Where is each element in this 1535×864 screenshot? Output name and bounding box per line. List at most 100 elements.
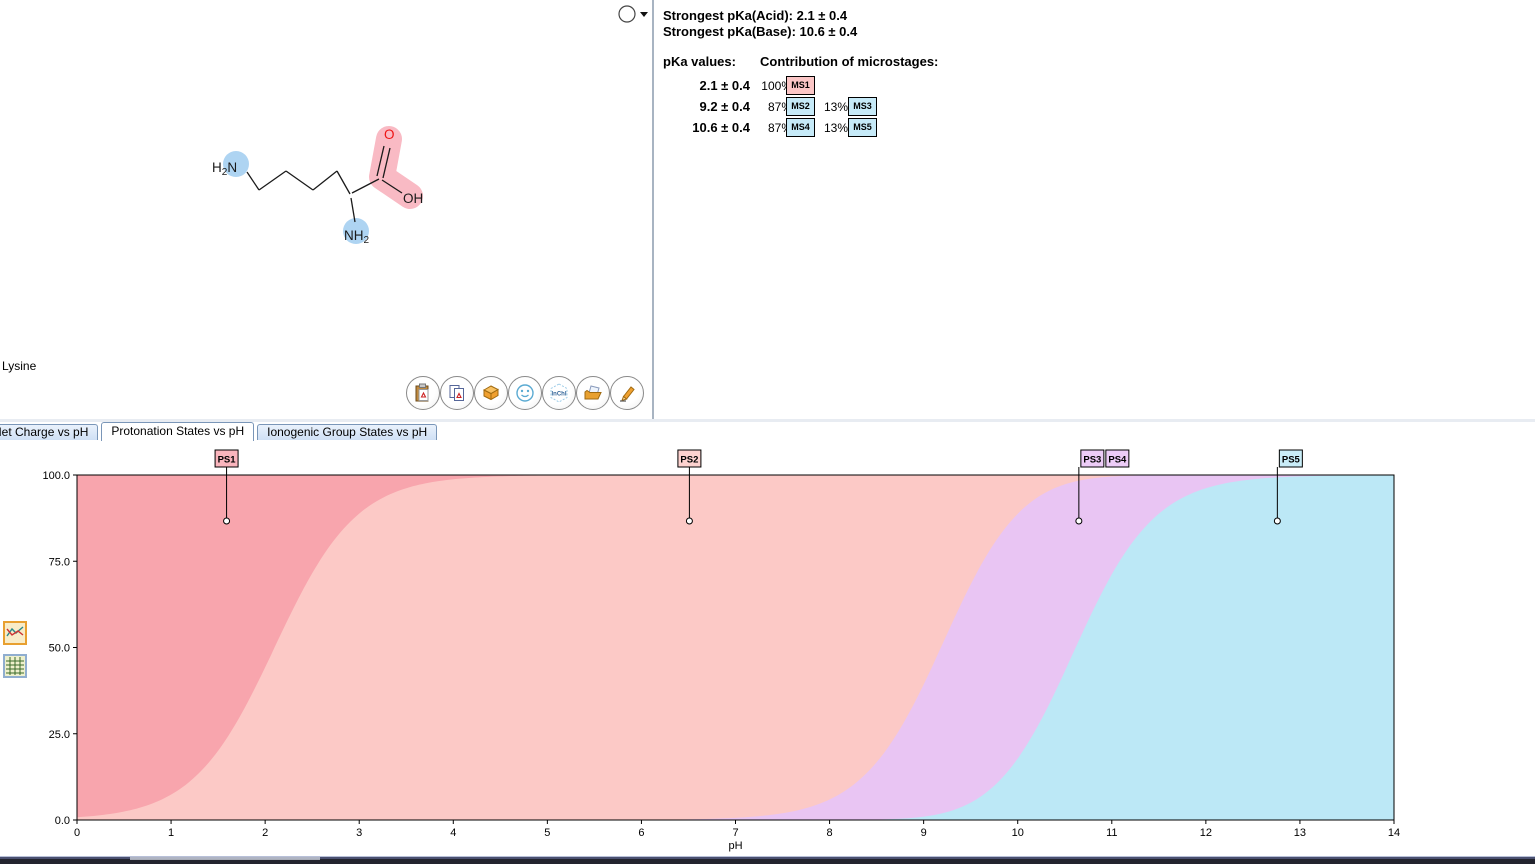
y-tick-label: 50.0 (49, 643, 70, 655)
area-ps5 (77, 475, 1394, 820)
marker-label: PS5 (1282, 455, 1301, 466)
marker-label-box[interactable] (1080, 449, 1105, 468)
table-view-button[interactable] (3, 654, 27, 678)
amine-highlight (223, 151, 249, 177)
x-tick-label: 3 (356, 827, 362, 839)
ms-percent: 13% (823, 100, 848, 114)
x-tick-label: 9 (921, 827, 927, 839)
marker-label: PS2 (680, 455, 698, 466)
marker-handle[interactable] (685, 517, 693, 525)
copy-structure-button[interactable] (440, 376, 474, 410)
x-tick-label: 2 (262, 827, 268, 839)
x-tick-label: 11 (1106, 827, 1117, 839)
y-tick-label: 25.0 (49, 729, 70, 741)
edit-structure-button[interactable] (610, 376, 644, 410)
atom-label-carbonyl-oxygen: O (384, 127, 395, 142)
y-tick-label: 100.0 (42, 470, 70, 482)
distribution-chart-panel: 0 1 2 3 4 5 6 7 8 9 10 11 12 13 14 pH 0.0 25.0 50.0 75.0 100… (0, 441, 1535, 857)
pka-row: 10.6 ± 0.4 87% MS4 13% MS5 (660, 118, 1220, 138)
panel-divider (652, 0, 654, 419)
atom-label-terminal-amine: H2N (212, 160, 237, 178)
y-tick-label: 0.0 (55, 815, 70, 827)
microstate-chip-ms2[interactable]: MS2 (786, 97, 815, 116)
y-tick-label: 75.0 (49, 556, 70, 568)
ms-percent: 13% (823, 121, 848, 135)
export-structure-button[interactable] (576, 376, 610, 410)
smiley-icon (516, 384, 534, 402)
marker-handle[interactable] (1075, 517, 1083, 525)
inchi-icon: InChI (550, 383, 568, 403)
marker-label-box[interactable] (1278, 449, 1303, 468)
window-bottom-segment (130, 857, 320, 860)
tab-protonation-states[interactable]: Protonation States vs pH (101, 422, 255, 441)
marker-label-box[interactable] (214, 449, 239, 468)
window-bottom-border (0, 856, 1535, 864)
tab-ionogenic-group-states[interactable]: Ionogenic Group States vs pH (257, 424, 438, 440)
molecule-panel: H2N O OH NH2 Lysine (0, 0, 652, 418)
ps-marker-ps2[interactable]: PS2 (677, 449, 702, 525)
molecule-canvas: H2N O OH NH2 (212, 126, 423, 246)
microstate-chip-ms3[interactable]: MS3 (848, 97, 877, 116)
ms-percent: 100% (761, 79, 792, 93)
strongest-base-label: Strongest pKa(Base): 10.6 ± 0.4 (663, 24, 858, 39)
marker-handle[interactable] (223, 517, 231, 525)
atom-label-alpha-amine: NH2 (344, 228, 370, 246)
pka-values-header: pKa values: (663, 54, 736, 69)
compound-name: Lysine (2, 359, 37, 373)
atom-label-hydroxyl: OH (403, 191, 423, 206)
contribution-header: Contribution of microstages: (760, 54, 939, 69)
inchi-button[interactable]: InChI (542, 376, 576, 410)
x-tick-label: 12 (1200, 827, 1212, 839)
x-tick-label: 0 (74, 827, 80, 839)
x-tick-label: 1 (168, 827, 174, 839)
bond-skeleton (246, 145, 403, 223)
pka-value: 10.6 ± 0.4 (692, 120, 750, 135)
ms-percent: 87% (767, 100, 792, 114)
marker-label: PS3 (1083, 455, 1101, 466)
molecule-menu-button[interactable] (616, 4, 650, 24)
book-icon (482, 385, 500, 401)
ps-marker-ps5[interactable]: PS5 (1273, 449, 1303, 525)
svg-text:InChI: InChI (552, 392, 567, 398)
amine-highlight (343, 218, 369, 244)
marker-label-box[interactable] (1105, 449, 1130, 468)
x-axis-label: pH (728, 840, 742, 852)
pka-value: 2.1 ± 0.4 (699, 78, 750, 93)
radio-circle-icon (618, 5, 636, 23)
tab-net-charge[interactable]: Net Charge vs pH (0, 424, 99, 440)
acid-highlight (369, 126, 423, 209)
paste-structure-button[interactable] (406, 376, 440, 410)
atom-labels: H2N O OH NH2 (212, 127, 423, 246)
x-tick-label: 5 (544, 827, 550, 839)
protonation-chart: 0 1 2 3 4 5 6 7 8 9 10 11 12 13 14pH0.025.050.075.0100… (42, 449, 1400, 852)
ps-marker-ps1[interactable]: PS1 (214, 449, 239, 525)
export-icon (584, 385, 602, 400)
x-tick-label: 4 (450, 827, 456, 839)
microstate-chip-ms5[interactable]: MS5 (848, 118, 877, 137)
chevron-down-icon (640, 12, 648, 17)
pka-row: 2.1 ± 0.4 100% MS1 (660, 76, 1220, 96)
pka-results-panel: Strongest pKa(Acid): 2.1 ± 0.4 Strongest… (654, 0, 1535, 418)
x-tick-label: 14 (1388, 827, 1400, 839)
x-tick-label: 10 (1012, 827, 1024, 839)
marker-label-box[interactable] (677, 449, 702, 468)
ps-marker-ps3-ps4[interactable]: PS3 PS4 (1075, 449, 1130, 525)
marker-handle[interactable] (1273, 517, 1281, 525)
x-tick-label: 7 (732, 827, 738, 839)
x-tick-label: 6 (638, 827, 644, 839)
pka-row: 9.2 ± 0.4 87% MS2 13% MS3 (660, 97, 1220, 117)
microstate-chip-ms1[interactable]: MS1 (786, 76, 815, 95)
microstate-chip-ms4[interactable]: MS4 (786, 118, 815, 137)
ms-percent: 87% (767, 121, 792, 135)
structure-toolbar: InChI (406, 376, 644, 414)
smiles-button[interactable] (508, 376, 542, 410)
chart-view-button[interactable] (3, 621, 27, 645)
paste-icon (415, 383, 429, 402)
x-tick-label: 13 (1294, 827, 1306, 839)
marker-label: PS4 (1108, 455, 1127, 466)
strongest-acid-label: Strongest pKa(Acid): 2.1 ± 0.4 (663, 8, 848, 23)
dictionary-button[interactable] (474, 376, 508, 410)
pka-value: 9.2 ± 0.4 (699, 99, 750, 114)
marker-label: PS1 (218, 455, 237, 466)
